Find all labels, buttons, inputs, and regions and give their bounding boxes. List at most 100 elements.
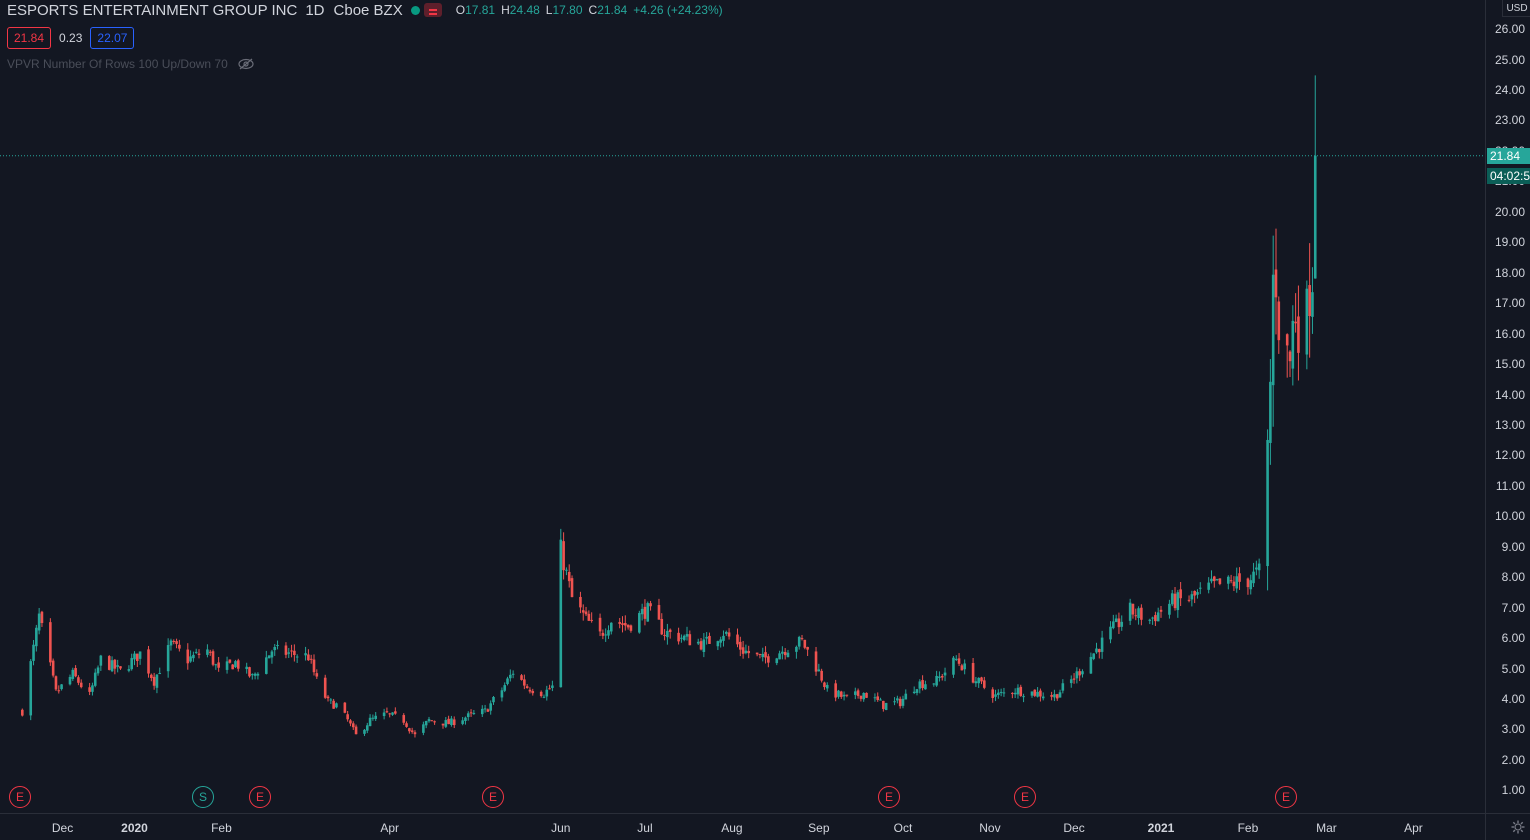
candle-body [189,656,192,662]
currency-label[interactable]: USD [1502,0,1530,17]
bid-price-badge[interactable]: 21.84 [7,27,52,49]
candle-body [1156,612,1160,622]
market-status[interactable] [410,3,442,17]
price-tick: 7.00 [1501,600,1525,615]
candle-body [214,664,218,666]
candle-body [91,685,94,692]
gear-icon[interactable] [1511,820,1525,834]
earnings-event-marker[interactable]: E [482,786,504,808]
candle-body [133,653,136,660]
earnings-event-marker[interactable]: E [1275,786,1297,808]
candle-body [1196,592,1199,595]
price-tick: 1.00 [1501,783,1525,798]
candle-body [1061,683,1065,691]
candle-body [876,696,880,700]
price-tick: 2.00 [1501,752,1525,767]
candle-body [601,632,605,636]
time-tick: Dec [1063,821,1085,835]
candle-body [803,639,807,648]
candle-body [825,684,829,689]
price-tick: 23.00 [1494,113,1525,128]
price-tick: 25.00 [1494,52,1525,67]
candle-body [500,690,504,698]
candle-body [778,653,781,660]
earnings-event-marker[interactable]: E [1014,786,1036,808]
chart-canvas[interactable] [0,0,1485,813]
candle-body [37,613,41,631]
candle-body [1050,695,1053,697]
candle-body [957,658,961,664]
time-tick: Apr [1404,821,1423,835]
ask-price-badge[interactable]: 22.07 [90,27,135,49]
candle-body [483,708,487,710]
candle-body [253,673,257,676]
candle-body [99,655,103,666]
candle-body [469,712,473,714]
time-tick: Dec [51,821,74,835]
candle-body [624,623,627,626]
split-event-marker[interactable]: S [192,786,214,808]
candle-body [354,726,358,735]
price-tick: 24.00 [1494,83,1525,97]
candle-body [983,680,986,688]
candle-body [1036,691,1039,697]
ohlc-high: H24.48 [501,3,540,17]
candle-body [1092,653,1095,659]
candle-body [461,720,464,724]
candle-body [980,677,983,682]
candle-body [702,639,706,653]
candle-body [663,634,666,636]
candle-body [225,661,229,670]
candle-body [245,666,248,670]
candle-body [898,698,902,707]
candle-body [1215,579,1219,581]
indicator-legend[interactable]: VPVR Number Of Rows 100 Up/Down 70 [7,57,254,71]
candle-body [206,649,209,655]
candle-body [565,569,568,571]
candle-body [1112,621,1115,629]
candle-body [169,640,173,646]
candle-body [444,720,448,727]
symbol-name[interactable]: ESPORTS ENTERTAINMENT GROUP INC [7,1,298,19]
time-tick: Feb [211,821,232,835]
candle-body [152,676,156,686]
candle-body [1176,592,1180,611]
candle-body [525,686,529,689]
candle-body [51,660,55,676]
candle-body [332,700,335,709]
price-tick: 5.00 [1501,661,1525,676]
candle-body [309,658,313,660]
candle-body [250,674,254,676]
candle-body [1154,615,1157,622]
price-axis[interactable]: 226.0025.0024.0023.0022.0021.0020.0019.0… [1485,0,1530,813]
candle-body [394,711,397,714]
earnings-event-marker[interactable]: E [249,786,271,808]
earnings-event-marker[interactable]: E [9,786,31,808]
price-tick: 26.00 [1494,22,1525,37]
candle-body [764,652,767,658]
candle-body [649,603,652,607]
candlestick-chart[interactable] [0,0,1485,813]
time-axis[interactable]: Dec 2020 Feb Apr Jun Jul Aug Sep Oct Nov Dec 2021 Fe… [0,813,1485,840]
candle-body [1168,603,1171,615]
candle-body [1140,607,1143,620]
interval-label[interactable]: 1D [305,1,325,19]
candle-body [119,666,122,669]
candle-body [410,730,414,732]
candle-body [604,634,607,636]
earnings-event-marker[interactable]: E [878,786,900,808]
candle-body [77,677,80,683]
candle-body [1089,656,1093,674]
time-tick: Apr [380,821,400,835]
hidden-eye-icon[interactable] [238,58,254,70]
price-tick: 11.00 [1495,478,1525,493]
candle-body [388,713,392,715]
candle-body [68,676,72,685]
candle-body [971,662,975,683]
candle-body [447,718,450,725]
candle-body [1179,589,1182,599]
price-tick: 16.00 [1494,326,1525,341]
candle-body [486,709,490,712]
chart-settings-corner[interactable] [1485,813,1530,840]
candle-body [736,634,739,645]
